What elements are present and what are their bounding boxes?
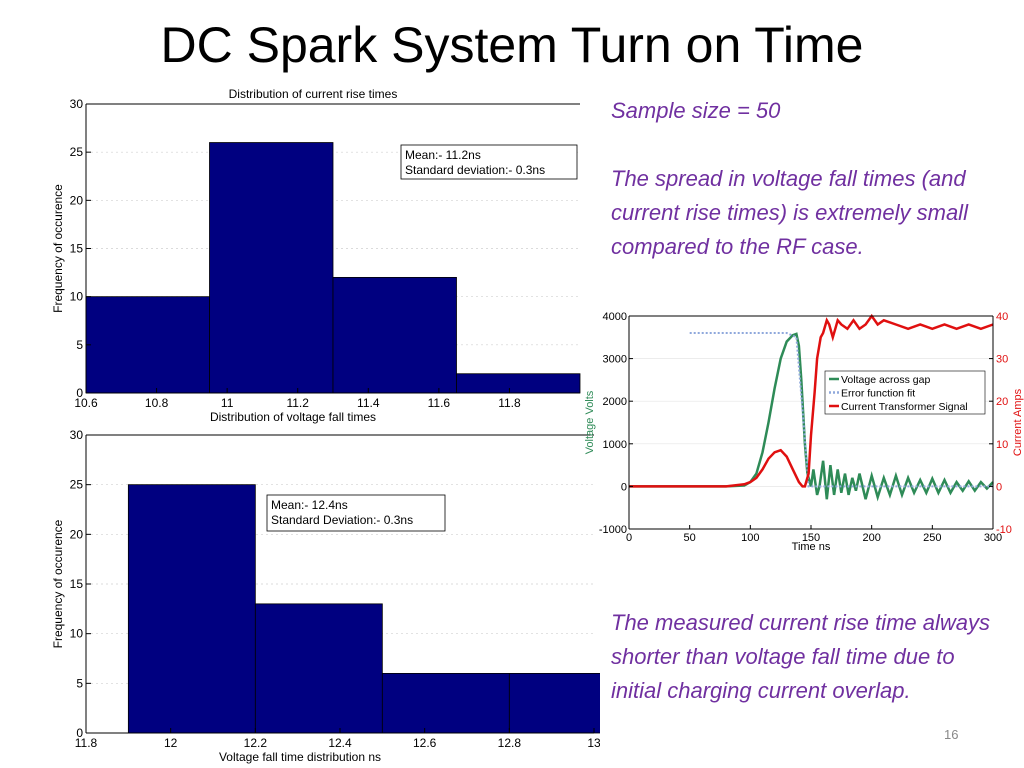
- stats-std: Standard deviation:- 0.3ns: [405, 163, 545, 177]
- y2-tick-label: -10: [996, 524, 1012, 536]
- chart-title: Distribution of current rise times: [229, 87, 398, 101]
- x-tick-label: 11.2: [286, 396, 309, 410]
- x-tick-label: 12.8: [498, 736, 522, 750]
- histogram-bar: [85, 296, 210, 394]
- y-tick-label: 5: [76, 676, 83, 690]
- y-tick-label: 3000: [603, 354, 627, 366]
- note-sample-size: Sample size = 50: [611, 98, 781, 123]
- x-tick-label: 11: [221, 396, 234, 410]
- stats-std: Standard Deviation:- 0.3ns: [271, 513, 413, 527]
- x-tick-label: 12: [164, 736, 178, 750]
- y-tick-label: 20: [70, 193, 84, 207]
- x-axis-label: Distribution of voltage fall times: [210, 410, 376, 424]
- x-tick-label: 10.8: [145, 396, 169, 410]
- x-tick-label: 200: [862, 532, 880, 544]
- histogram-bar: [209, 142, 334, 394]
- y2-tick-label: 10: [996, 439, 1008, 451]
- legend-label: Current Transformer Signal: [841, 401, 968, 413]
- y-tick-label: 2000: [603, 396, 627, 408]
- y-tick-label: -1000: [599, 524, 627, 536]
- x-tick-label: 100: [741, 532, 759, 544]
- legend-label: Voltage across gap: [841, 374, 930, 386]
- x-tick-label: 10.6: [74, 396, 98, 410]
- histogram-bar: [508, 672, 600, 734]
- y-tick-label: 30: [70, 97, 84, 111]
- y-axis-label: Frequency of occurence: [51, 184, 65, 313]
- y2-tick-label: 20: [996, 396, 1008, 408]
- x-axis-label: Time ns: [792, 541, 831, 550]
- series-line-2: [629, 313, 994, 488]
- x-tick-label: 50: [684, 532, 696, 544]
- x-tick-label: 150: [802, 532, 820, 544]
- y-tick-label: 20: [70, 527, 84, 541]
- y-axis-label: Frequency of occurence: [51, 519, 65, 648]
- x-tick-label: 12.2: [244, 736, 268, 750]
- y-tick-label: 10: [70, 290, 84, 304]
- histogram-bar: [254, 603, 383, 734]
- x-tick-label: 12.4: [328, 736, 352, 750]
- y2-axis-label: Current Amps: [1012, 388, 1024, 456]
- y-tick-label: 0: [621, 481, 627, 493]
- stats-mean: Mean:- 12.4ns: [271, 498, 348, 512]
- legend-box: [824, 370, 986, 415]
- y-tick-label: 25: [70, 145, 84, 159]
- y-axis-label: Voltage Volts: [584, 390, 596, 454]
- y-tick-label: 15: [70, 577, 84, 591]
- x-tick-label: 0: [626, 532, 632, 544]
- y-tick-label: 1000: [603, 439, 627, 451]
- note-current-rise: The measured current rise time always sh…: [611, 610, 991, 703]
- histogram-bar: [332, 276, 457, 394]
- current-rise-histogram: 0 5 10 15 20 25 30 10.6 10.8 11 11.2 11.4 11.6 11.8 Di…: [51, 87, 581, 424]
- y-tick-label: 15: [70, 242, 84, 256]
- x-tick-label: 250: [923, 532, 941, 544]
- voltage-fall-histogram: 0 5 10 15 20 25 30 11.8 12 12.2 12.4 12.6 12.8 13 Volt…: [51, 428, 600, 764]
- stats-box: [266, 494, 446, 532]
- x-tick-label: 11.8: [75, 736, 98, 750]
- stats-mean: Mean:- 11.2ns: [405, 148, 481, 162]
- note-spread: The spread in voltage fall times (and cu…: [611, 166, 968, 259]
- slide-number: 16: [944, 727, 959, 742]
- y-tick-label: 0: [76, 386, 83, 400]
- y-tick-label: 0: [76, 726, 83, 740]
- stats-box: [400, 144, 578, 180]
- x-tick-label: 11.4: [357, 396, 380, 410]
- y-tick-label: 5: [76, 338, 83, 352]
- y-tick-label: 4000: [603, 311, 627, 323]
- series-line-0: [629, 332, 994, 502]
- x-tick-label: 12.6: [413, 736, 437, 750]
- x-tick-label: 300: [984, 532, 1002, 544]
- y-tick-label: 10: [70, 627, 84, 641]
- histogram-bar: [381, 672, 510, 734]
- histogram-bar: [456, 373, 581, 394]
- y-tick-label: 25: [70, 478, 84, 492]
- slide-title: DC Spark System Turn on Time: [160, 17, 864, 73]
- y2-tick-label: 40: [996, 311, 1008, 323]
- histogram-bar: [127, 484, 256, 734]
- y-tick-label: 30: [70, 428, 84, 442]
- legend-label: Error function fit: [841, 388, 915, 400]
- x-axis-label: Voltage fall time distribution ns: [219, 750, 381, 764]
- series-line-1: [689, 332, 993, 488]
- y2-tick-label: 0: [996, 481, 1002, 493]
- x-tick-label: 13: [587, 736, 600, 750]
- x-tick-label: 11.8: [498, 396, 521, 410]
- x-tick-label: 11.6: [428, 396, 451, 410]
- y2-tick-label: 30: [996, 354, 1008, 366]
